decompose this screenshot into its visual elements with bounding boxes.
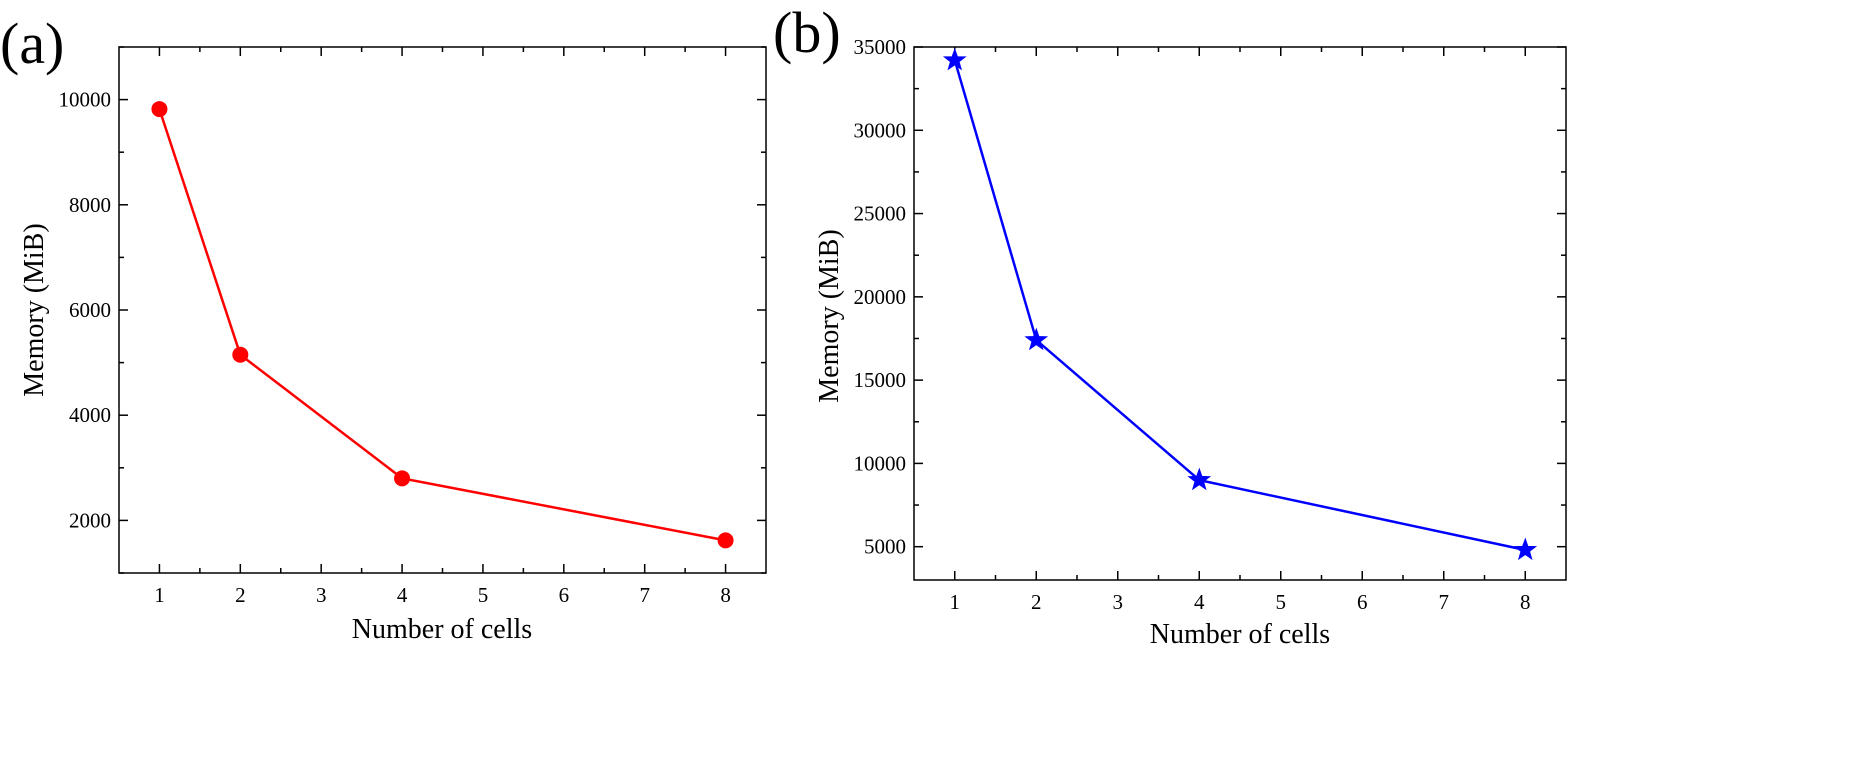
plot-frame xyxy=(118,46,767,574)
x-tick-label: 5 xyxy=(1276,590,1287,614)
series-polyline xyxy=(158,108,726,542)
data-point-star xyxy=(942,47,967,71)
data-point-circle xyxy=(151,101,168,118)
y-tick-label: 2000 xyxy=(69,508,111,532)
x-tick-label: 7 xyxy=(1439,590,1450,614)
x-tick-label: 2 xyxy=(235,583,246,607)
y-tick-label: 25000 xyxy=(854,202,907,226)
x-tick-label: 6 xyxy=(559,583,570,607)
data-point-circle xyxy=(232,346,249,363)
x-tick-label: 7 xyxy=(639,583,650,607)
x-tick-label: 8 xyxy=(720,583,731,607)
x-tick-label: 3 xyxy=(316,583,327,607)
x-tick-label: 5 xyxy=(478,583,489,607)
data-point-star xyxy=(1513,537,1538,561)
x-tick-label: 4 xyxy=(1194,590,1205,614)
y-tick-label: 30000 xyxy=(854,118,907,142)
x-axis: 1 2 3 4 5 6 7 8 xyxy=(950,47,1531,614)
y-tick-label: 35000 xyxy=(854,35,907,59)
y-tick-label: 20000 xyxy=(854,285,907,309)
y-tick-label: 6000 xyxy=(69,298,111,322)
chart-panel-b: (b) 5000 10000 15000 20000 25000 30000 35000 1… xyxy=(773,0,1567,650)
data-point-star xyxy=(1024,327,1049,351)
y-axis: 5000 10000 15000 20000 25000 30000 35000 xyxy=(854,35,1566,559)
x-axis: 1 2 3 4 5 6 7 8 xyxy=(154,47,731,607)
plot-frame xyxy=(913,46,1567,581)
x-tick-label: 8 xyxy=(1520,590,1531,614)
chart-panel-a: (a) 2000 4000 6000 8000 10000 1 2 3 4 5 6 7 8 Numbe… xyxy=(0,11,767,645)
panel-label: (a) xyxy=(0,11,64,76)
y-axis-label: Memory (MiB) xyxy=(814,229,845,402)
x-tick-label: 6 xyxy=(1357,590,1368,614)
y-tick-label: 5000 xyxy=(864,535,906,559)
x-axis-label: Number of cells xyxy=(352,614,532,645)
panel-label: (b) xyxy=(773,0,841,65)
series-markers xyxy=(942,47,1538,561)
series-markers xyxy=(151,101,734,549)
data-point-circle xyxy=(394,470,411,487)
x-axis-label: Number of cells xyxy=(1150,619,1330,650)
y-axis-label: Memory (MiB) xyxy=(19,223,50,396)
y-axis: 2000 4000 6000 8000 10000 xyxy=(59,46,766,574)
x-tick-label: 3 xyxy=(1113,590,1124,614)
series-line xyxy=(158,108,726,542)
x-tick-label: 4 xyxy=(397,583,408,607)
series-polyline xyxy=(953,59,1526,552)
series-line xyxy=(953,59,1526,552)
y-tick-label: 10000 xyxy=(59,88,112,112)
y-tick-label: 4000 xyxy=(69,403,111,427)
y-tick-label: 15000 xyxy=(854,368,907,392)
data-point-circle xyxy=(717,532,734,549)
data-point-star xyxy=(1187,467,1212,491)
x-tick-label: 1 xyxy=(950,590,961,614)
x-tick-label: 1 xyxy=(154,583,165,607)
x-tick-label: 2 xyxy=(1031,590,1042,614)
y-tick-label: 8000 xyxy=(69,193,111,217)
y-tick-label: 10000 xyxy=(854,451,907,475)
